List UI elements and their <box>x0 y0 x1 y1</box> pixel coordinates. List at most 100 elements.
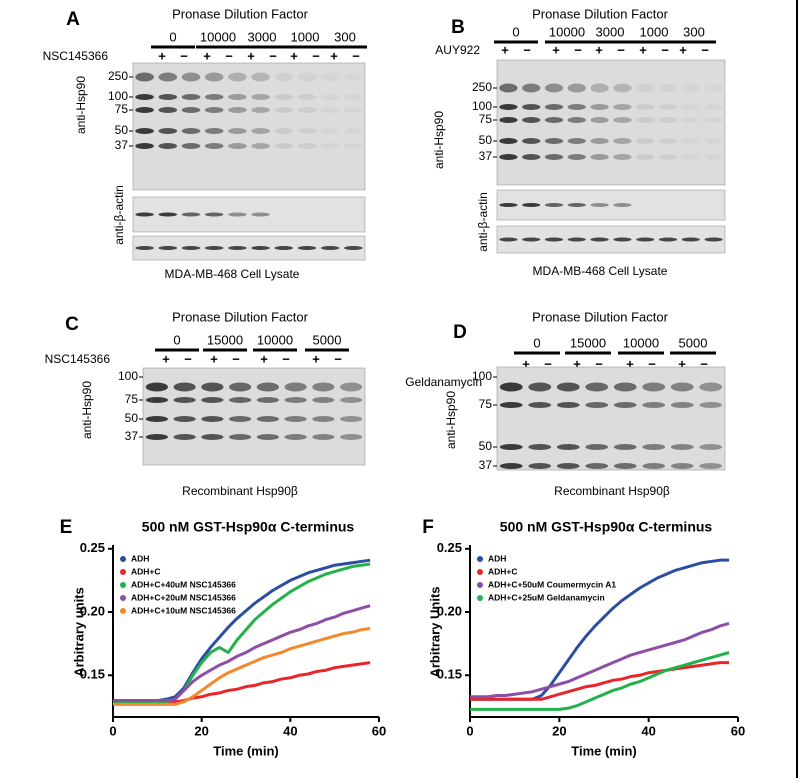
sign-label: − <box>701 42 709 57</box>
blot-band <box>658 83 678 93</box>
y-tick-label: 0.25 <box>437 540 462 555</box>
legend-marker <box>120 556 126 562</box>
x-tick-label: 40 <box>283 723 297 738</box>
x-axis-label: Time (min) <box>571 743 637 758</box>
mw-marker: 100 <box>108 89 128 103</box>
chart-title: 500 nM GST-Hsp90α C-terminus <box>500 519 713 535</box>
group-label: 3000 <box>596 24 625 39</box>
blot-band <box>340 382 363 392</box>
blot-band <box>658 138 678 144</box>
legend-label: ADH+C+20uM NSC145366 <box>131 592 236 602</box>
blot-band <box>312 382 335 392</box>
blot-band <box>613 237 632 242</box>
blot-band <box>528 444 552 450</box>
group-label: 5000 <box>679 335 708 350</box>
mw-marker: 37 <box>479 149 493 163</box>
blot-band <box>499 237 518 242</box>
blot-band <box>173 382 196 392</box>
blot-band <box>670 382 694 392</box>
blot-image <box>496 366 726 471</box>
group-label: 0 <box>169 29 176 44</box>
blot-band <box>613 203 632 207</box>
blot-band <box>522 237 541 242</box>
blot-band <box>297 143 317 149</box>
sign-label: − <box>617 42 625 57</box>
blot-band <box>556 444 580 450</box>
sign-label: − <box>184 351 192 366</box>
blot-band <box>585 402 609 408</box>
blot-band <box>181 128 201 134</box>
sign-label: + <box>158 48 166 63</box>
blot-band <box>158 212 178 217</box>
blot-band <box>681 117 700 123</box>
blot-band <box>256 382 279 392</box>
blot-band <box>344 246 363 250</box>
legend-marker <box>477 595 483 601</box>
blot-band <box>229 397 252 403</box>
blot-band <box>590 203 609 207</box>
blot-band <box>297 72 317 82</box>
blot-band <box>585 382 609 392</box>
blot-band <box>658 237 678 242</box>
sign-label: + <box>501 42 509 57</box>
blot-band <box>528 382 552 392</box>
y-tick-label: 0.15 <box>437 667 462 682</box>
legend-label: ADH <box>131 553 149 563</box>
blot-band <box>567 117 586 123</box>
sign-label: − <box>595 356 603 371</box>
panel-letter: A <box>66 9 80 30</box>
blot-band <box>681 237 700 242</box>
sign-label: − <box>334 351 342 366</box>
blot-band <box>204 94 224 100</box>
panel-letter: F <box>422 517 434 538</box>
group-label: 1000 <box>640 24 669 39</box>
mw-marker: 37 <box>115 138 129 152</box>
blot-band <box>499 444 523 450</box>
mw-marker: 50 <box>479 439 493 453</box>
sign-label: − <box>700 356 708 371</box>
x-tick-label: 60 <box>731 723 745 738</box>
blot-band <box>613 463 637 469</box>
blot-band <box>590 237 609 242</box>
blot-band <box>522 83 541 93</box>
blot-band <box>158 72 178 82</box>
series-line <box>113 604 371 703</box>
blot-band <box>251 246 270 250</box>
blot-band <box>297 128 317 134</box>
blot-band <box>613 154 632 160</box>
blot-band <box>158 107 178 113</box>
blot-band <box>699 382 723 392</box>
blot-band <box>145 416 168 422</box>
blot-band <box>320 246 340 250</box>
mw-marker: 75 <box>479 397 493 411</box>
sign-label: − <box>232 351 240 366</box>
sign-label: + <box>552 42 560 57</box>
blot-band <box>522 154 541 160</box>
blot-caption: MDA-MB-468 Cell Lysate <box>533 264 668 278</box>
blot-band <box>699 402 723 408</box>
group-label: 10000 <box>549 24 585 39</box>
blot-band <box>590 117 609 123</box>
x-tick-label: 40 <box>641 723 655 738</box>
legend-marker <box>120 582 126 588</box>
blot-band <box>145 382 168 392</box>
blot-band <box>201 397 224 403</box>
group-label: 10000 <box>200 29 236 44</box>
blot-band <box>613 444 637 450</box>
blot-band <box>228 246 247 250</box>
blot-band <box>499 138 518 144</box>
blot-label: anti-Hsp90 <box>444 391 458 449</box>
blot-band <box>204 128 224 134</box>
treatment-label: NSC145366 <box>45 352 111 366</box>
blot-band <box>613 382 637 392</box>
blot-band <box>704 104 722 110</box>
blot-band <box>528 463 552 469</box>
blot-band <box>228 128 247 134</box>
blot-band <box>544 203 564 207</box>
blot-band <box>704 84 722 93</box>
treatment-label: NSC145366 <box>43 49 109 63</box>
blot-band <box>229 434 252 440</box>
blot-band <box>274 128 294 134</box>
panel-letter: E <box>60 517 73 538</box>
treatment-label: AUY922 <box>435 43 480 57</box>
